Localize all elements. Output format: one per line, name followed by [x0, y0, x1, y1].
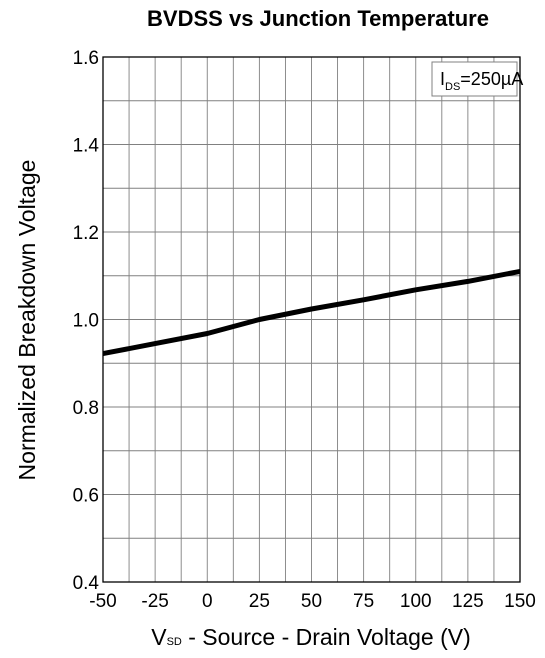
chart-title: BVDSS vs Junction Temperature — [147, 6, 489, 31]
y-tick-label: 1.2 — [73, 223, 99, 244]
y-tick-label: 0.8 — [73, 398, 99, 419]
y-tick-labels: 0.4 0.6 0.8 1.0 1.2 1.4 1.6 — [73, 48, 100, 594]
y-tick-label: 0.6 — [73, 486, 99, 507]
x-tick-label: 150 — [504, 591, 536, 612]
annotation-text: IDS=250µA — [440, 69, 523, 93]
annotation-prefix: I — [440, 69, 445, 89]
x-tick-label: -25 — [141, 591, 168, 612]
y-tick-label: 1.0 — [73, 311, 99, 332]
y-axis-label: Normalized Breakdown Voltage — [14, 160, 40, 481]
annotation-value: =250µA — [460, 69, 523, 89]
x-tick-label: 125 — [452, 591, 484, 612]
x-tick-label: 0 — [202, 591, 213, 612]
x-axis-label-prefix: V — [151, 624, 167, 650]
series-group — [102, 268, 521, 357]
x-tick-labels: -50 -25 0 25 50 75 100 125 150 — [89, 591, 536, 612]
x-axis-label-subscript: SD — [167, 636, 182, 648]
x-axis-label-text: - Source - Drain Voltage (V) — [182, 624, 471, 650]
y-tick-label: 1.4 — [73, 136, 100, 157]
x-tick-label: 75 — [353, 591, 374, 612]
annotation-box — [431, 61, 518, 97]
x-tick-label: 100 — [400, 591, 432, 612]
y-tick-label: 1.6 — [73, 48, 99, 69]
annotation-subscript: DS — [445, 81, 460, 93]
series-line — [102, 268, 521, 357]
y-tick-label: 0.4 — [73, 573, 100, 594]
x-axis-label: VSD - Source - Drain Voltage (V) — [151, 624, 471, 650]
x-tick-label: 25 — [249, 591, 270, 612]
legend-annotation: IDS=250µA — [431, 61, 523, 97]
plot-frame — [102, 56, 521, 583]
grid — [102, 56, 521, 583]
x-tick-label: 50 — [301, 591, 322, 612]
x-tick-label: -50 — [89, 591, 116, 612]
